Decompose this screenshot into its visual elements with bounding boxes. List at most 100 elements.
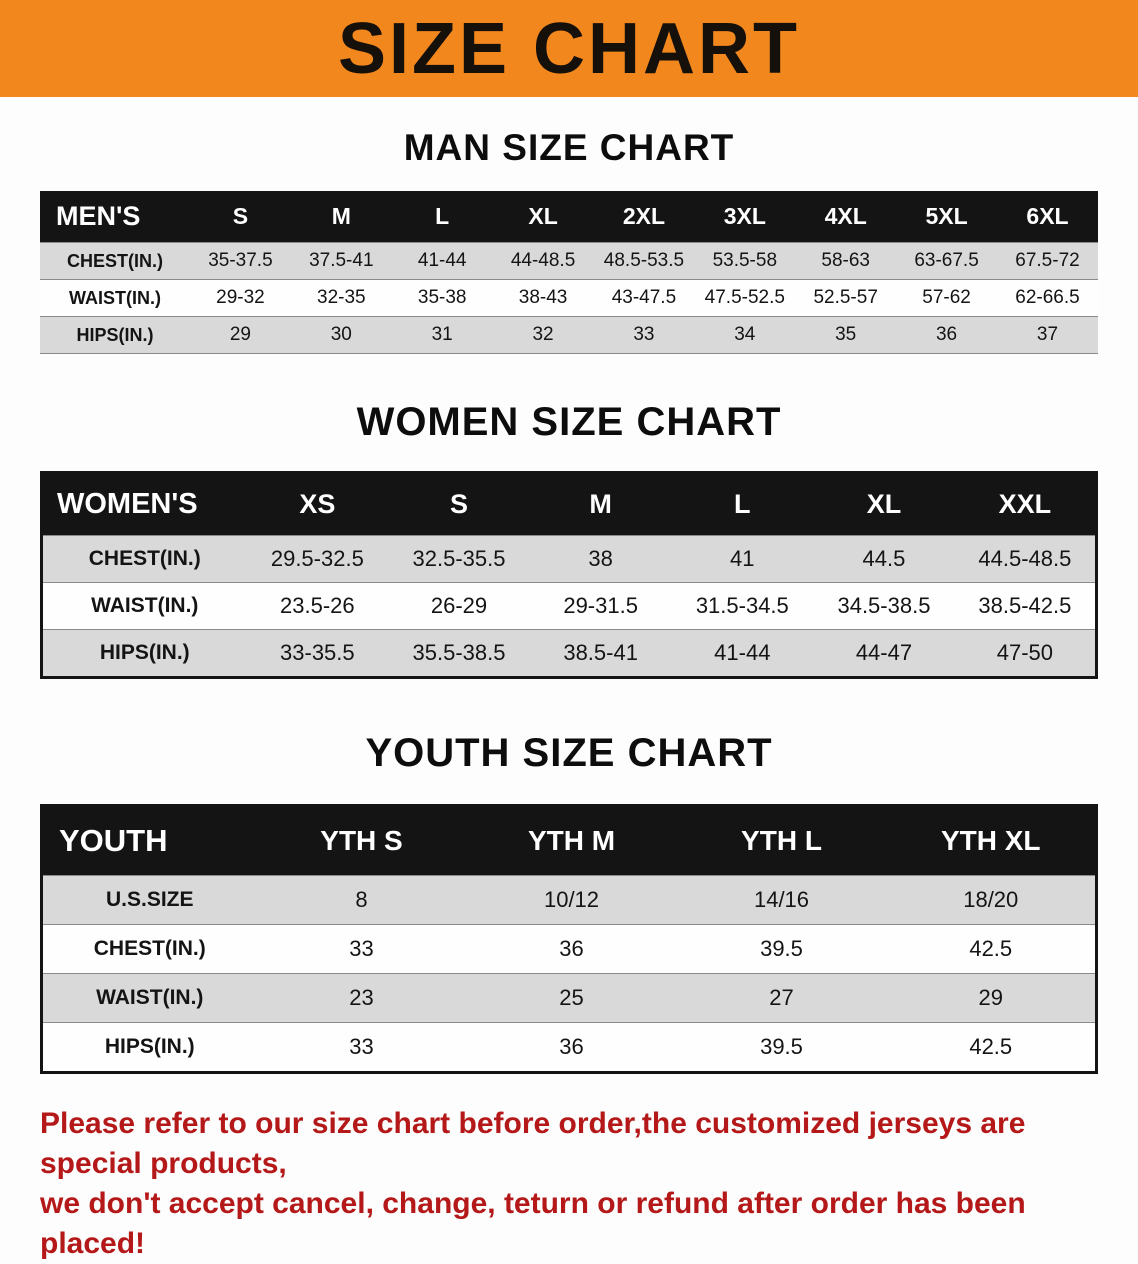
measure-label-cell: CHEST(IN.)	[41, 924, 257, 974]
size-header-cell: M	[290, 191, 392, 243]
value-cell: 31.5-34.5	[671, 582, 814, 630]
value-cell: 26-29	[388, 582, 530, 630]
value-cell: 31	[391, 316, 493, 354]
value-cell: 41	[671, 535, 814, 583]
size-header-cell: XXL	[954, 472, 1097, 536]
table-row: WAIST(IN.) 23 25 27 29	[41, 973, 1097, 1023]
value-cell: 35	[795, 316, 897, 354]
value-cell: 36	[466, 1022, 677, 1073]
measure-label-cell: HIPS(IN.)	[41, 1022, 257, 1073]
men-section-title: MAN SIZE CHART	[403, 127, 735, 168]
value-cell: 10/12	[466, 875, 677, 925]
table-title-cell: MEN'S	[40, 191, 190, 243]
value-cell: 32	[492, 316, 594, 354]
table-row: CHEST(IN.) 33 36 39.5 42.5	[41, 924, 1097, 974]
value-cell: 57-62	[896, 279, 997, 317]
value-cell: 47.5-52.5	[694, 279, 796, 317]
size-header-cell: 5XL	[896, 191, 997, 243]
value-cell: 35-38	[391, 279, 493, 317]
value-cell: 44-48.5	[492, 242, 594, 280]
measure-label-cell: U.S.SIZE	[41, 875, 257, 925]
size-header-cell: S	[388, 472, 530, 536]
value-cell: 44-47	[813, 629, 955, 678]
table-row: CHEST(IN.) 35-37.5 37.5-41 41-44 44-48.5 48.5…	[40, 242, 1098, 280]
value-cell: 39.5	[676, 924, 887, 974]
measure-label-cell: WAIST(IN.)	[40, 279, 190, 317]
value-cell: 29	[886, 973, 1097, 1023]
value-cell: 42.5	[886, 1022, 1097, 1073]
size-header-cell: YTH M	[466, 805, 677, 876]
table-row: HIPS(IN.) 29 30 31 32 33 34 35 36 37	[40, 316, 1098, 354]
value-cell: 53.5-58	[694, 242, 796, 280]
men-size-table: MEN'S S M L XL 2XL 3XL 4XL 5XL 6XL CHEST(IN.) 35-37…	[40, 191, 1098, 354]
table-row: HIPS(IN.) 33-35.5 35.5-38.5 38.5-41 41-44 44-…	[41, 629, 1097, 678]
value-cell: 44.5	[813, 535, 955, 583]
measure-label-cell: CHEST(IN.)	[40, 242, 190, 280]
value-cell: 58-63	[795, 242, 897, 280]
women-section-title: WOMEN SIZE CHART	[356, 400, 782, 444]
size-header-cell: YTH S	[256, 805, 467, 876]
size-header-cell: S	[190, 191, 291, 243]
value-cell: 47-50	[954, 629, 1097, 678]
women-size-section: WOMEN SIZE CHART WOMEN'S XS S M L XL XXL CHEST(…	[0, 400, 1138, 679]
value-cell: 38.5-41	[529, 629, 672, 678]
value-cell: 30	[290, 316, 392, 354]
value-cell: 34.5-38.5	[813, 582, 955, 630]
value-cell: 41-44	[391, 242, 493, 280]
disclaimer: Please refer to our size chart before or…	[40, 1104, 1100, 1264]
size-header-cell: 3XL	[694, 191, 796, 243]
men-size-section: MAN SIZE CHART MEN'S S M L XL 2XL 3XL 4XL 5XL 6XL…	[0, 127, 1138, 354]
youth-section-title: YOUTH SIZE CHART	[365, 731, 773, 775]
value-cell: 62-66.5	[997, 279, 1098, 317]
table-header-row: MEN'S S M L XL 2XL 3XL 4XL 5XL 6XL	[40, 191, 1098, 243]
table-row: WAIST(IN.) 29-32 32-35 35-38 38-43 43-47.5 47.…	[40, 279, 1098, 317]
size-header-cell: 2XL	[593, 191, 695, 243]
value-cell: 36	[896, 316, 997, 354]
size-header-cell: L	[391, 191, 493, 243]
size-header-cell: L	[671, 472, 814, 536]
size-header-cell: XS	[246, 472, 389, 536]
value-cell: 42.5	[886, 924, 1097, 974]
value-cell: 23	[256, 973, 467, 1023]
size-header-cell: YTH L	[676, 805, 887, 876]
value-cell: 23.5-26	[246, 582, 389, 630]
table-row: CHEST(IN.) 29.5-32.5 32.5-35.5 38 41 44.5 44.5…	[41, 535, 1097, 583]
page-title: SIZE CHART	[338, 8, 800, 89]
value-cell: 52.5-57	[795, 279, 897, 317]
value-cell: 33-35.5	[246, 629, 389, 678]
value-cell: 35-37.5	[190, 242, 291, 280]
table-row: WAIST(IN.) 23.5-26 26-29 29-31.5 31.5-34.5 34…	[41, 582, 1097, 630]
youth-size-section: YOUTH SIZE CHART YOUTH YTH S YTH M YTH L YTH…	[0, 731, 1138, 1074]
value-cell: 32-35	[290, 279, 392, 317]
disclaimer-line-2: we don't accept cancel, change, teturn o…	[40, 1187, 1026, 1260]
table-row: U.S.SIZE 8 10/12 14/16 18/20	[41, 875, 1097, 925]
value-cell: 38-43	[492, 279, 594, 317]
value-cell: 39.5	[676, 1022, 887, 1073]
value-cell: 29-32	[190, 279, 291, 317]
value-cell: 25	[466, 973, 677, 1023]
value-cell: 14/16	[676, 875, 887, 925]
value-cell: 32.5-35.5	[388, 535, 530, 583]
value-cell: 35.5-38.5	[388, 629, 530, 678]
value-cell: 33	[593, 316, 695, 354]
value-cell: 34	[694, 316, 796, 354]
measure-label-cell: HIPS(IN.)	[41, 629, 247, 678]
value-cell: 38.5-42.5	[954, 582, 1097, 630]
measure-label-cell: WAIST(IN.)	[41, 582, 247, 630]
value-cell: 37.5-41	[290, 242, 392, 280]
disclaimer-line-1: Please refer to our size chart before or…	[40, 1107, 1026, 1180]
youth-size-table: YOUTH YTH S YTH M YTH L YTH XL U.S.SIZE 8 10/12…	[40, 804, 1098, 1074]
value-cell: 48.5-53.5	[593, 242, 695, 280]
value-cell: 43-47.5	[593, 279, 695, 317]
women-size-table: WOMEN'S XS S M L XL XXL CHEST(IN.) 29.5-32.5 32.5…	[40, 471, 1098, 679]
size-header-cell: YTH XL	[886, 805, 1097, 876]
table-title-cell: WOMEN'S	[41, 472, 247, 536]
value-cell: 29.5-32.5	[246, 535, 389, 583]
value-cell: 29	[190, 316, 291, 354]
value-cell: 36	[466, 924, 677, 974]
value-cell: 18/20	[886, 875, 1097, 925]
table-row: HIPS(IN.) 33 36 39.5 42.5	[41, 1022, 1097, 1073]
value-cell: 41-44	[671, 629, 814, 678]
size-header-cell: XL	[492, 191, 594, 243]
